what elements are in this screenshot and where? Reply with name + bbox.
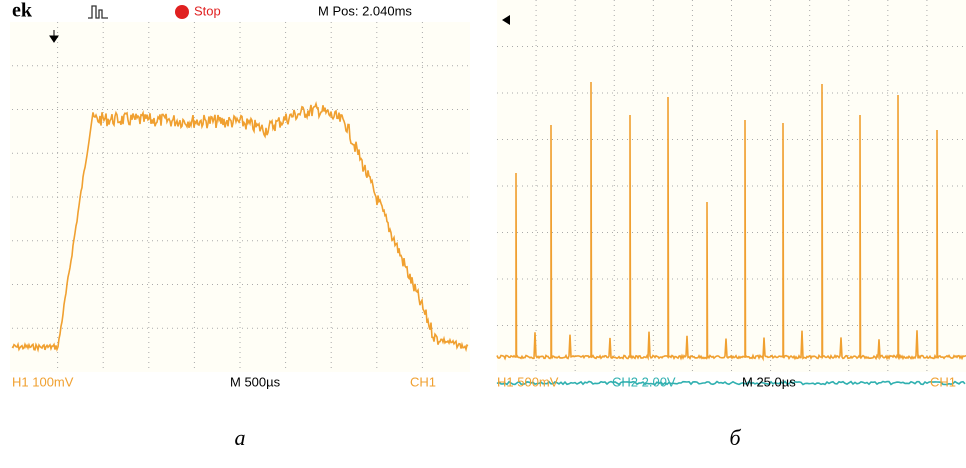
waveform [497,382,965,385]
brand: ek [12,0,33,22]
stop-icon [175,5,189,19]
status: Stop [194,3,221,18]
channel-label: CH2 2.00V [612,374,676,389]
position: M Pos: 2.040ms [318,3,412,18]
timebase: M 25.0µs [742,374,796,389]
trigger-label: CH1 [410,374,436,389]
channel-label: H1 500mV [497,374,559,389]
scope-figure: ek Stop M Pos: 2.040ms H1 100mV M 500µs … [0,0,966,468]
trigger-label: CH1 [930,374,956,389]
caption: а [235,425,246,450]
timebase: M 500µs [230,374,281,389]
caption: б [729,425,741,450]
channel-label: H1 100mV [12,374,74,389]
trigger-icon [88,6,108,18]
figure: ek Stop M Pos: 2.040ms H1 100mV M 500µs … [0,0,966,468]
